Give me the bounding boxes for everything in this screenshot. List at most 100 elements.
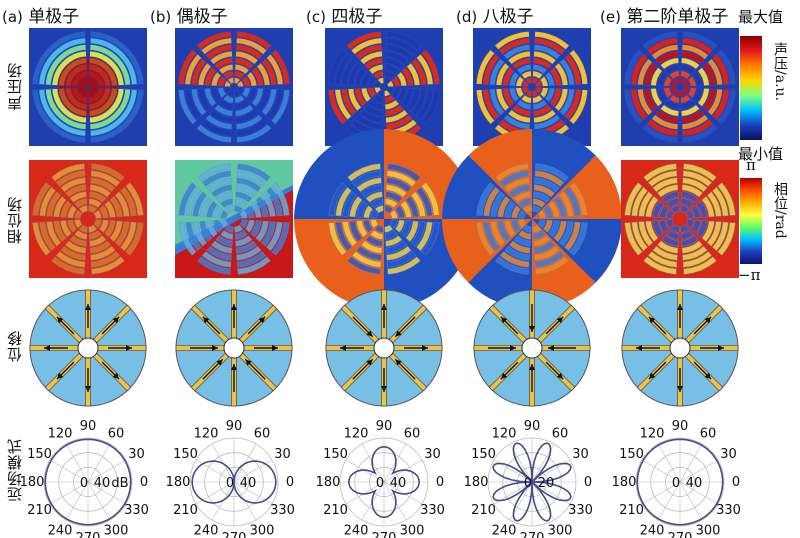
polar-angle-label: 300 [104, 523, 129, 538]
polar-angle-label: 0 [732, 475, 740, 490]
polar-pattern [44, 438, 132, 526]
polar-angle-label: 60 [700, 427, 717, 442]
phase-panel-2 [175, 160, 293, 278]
phase-panel-3 [294, 129, 474, 309]
polar-angle-label: 270 [222, 531, 247, 538]
polar-angle-label: 150 [619, 447, 644, 462]
polar-angle-label: 300 [400, 523, 425, 538]
polar-angle-label: 210 [27, 503, 52, 518]
polar-ring-label: 40 [390, 476, 407, 491]
polar-angle-label: 180 [464, 475, 489, 490]
polar-unit-label: dB [111, 476, 128, 491]
polar-ring-label: 40 [94, 476, 111, 491]
column-label-c: (c) 四极子 [306, 7, 383, 27]
pressure-unit-label: 声压/a.u. [772, 42, 788, 101]
polar-angle-label: 180 [166, 475, 191, 490]
polar-angle-label: 90 [80, 419, 97, 434]
polar-angle-label: 270 [76, 531, 101, 538]
polar-angle-label: 0 [140, 475, 148, 490]
phase-min-label: −π [738, 266, 761, 284]
phase-panel-4 [442, 129, 622, 309]
polar-angle-label: 330 [420, 503, 445, 518]
polar-angle-label: 240 [344, 523, 369, 538]
polar-pattern [492, 442, 572, 522]
polar-angle-label: 330 [124, 503, 149, 518]
pressure-panel-3 [325, 28, 443, 146]
displacement-panel-1 [29, 289, 147, 407]
column-label-d: (d) 八极子 [456, 7, 534, 27]
polar-angle-label: 180 [20, 475, 45, 490]
polar-angle-label: 0 [584, 475, 592, 490]
polar-ring-label: 40 [686, 476, 703, 491]
pressure-min-label: 最小值 [738, 145, 784, 163]
polar-pattern [636, 438, 724, 526]
polar-center-label: 0 [226, 476, 234, 491]
polar-angle-label: 240 [194, 523, 219, 538]
polar-angle-label: 210 [471, 503, 496, 518]
polar-pattern [191, 460, 277, 504]
polar-angle-label: 120 [344, 427, 369, 442]
polar-angle-label: 30 [720, 447, 737, 462]
polar-angle-label: 0 [436, 475, 444, 490]
polar-angle-label: 300 [696, 523, 721, 538]
polar-angle-label: 30 [572, 447, 589, 462]
pressure-panel-2 [175, 28, 293, 146]
column-label-a: (a) 单极子 [2, 7, 80, 27]
polar-angle-label: 90 [672, 419, 689, 434]
polar-angle-label: 90 [376, 419, 393, 434]
polar-angle-label: 180 [612, 475, 637, 490]
polar-angle-label: 30 [128, 447, 145, 462]
polar-angle-label: 120 [48, 427, 73, 442]
polar-angle-label: 150 [27, 447, 52, 462]
polar-angle-label: 90 [226, 419, 243, 434]
polar-angle-label: 180 [316, 475, 341, 490]
polar-angle-label: 60 [552, 427, 569, 442]
polar-ring-label: 40 [240, 476, 257, 491]
displacement-panel-2 [175, 289, 293, 407]
polar-angle-label: 120 [640, 427, 665, 442]
polar-center-label: 0 [524, 476, 532, 491]
polar-center-label: 0 [672, 476, 680, 491]
phase-max-label: π [746, 156, 756, 174]
phase-panel-5 [621, 160, 739, 278]
pressure-max-label: 最大值 [738, 8, 784, 26]
phase-colorbar [740, 178, 762, 264]
polar-center-label: 0 [80, 476, 88, 491]
phase-unit-label: 相位/rad [772, 182, 788, 239]
polar-angle-label: 240 [492, 523, 517, 538]
polar-angle-label: 90 [524, 419, 541, 434]
polar-angle-label: 60 [108, 427, 125, 442]
polar-angle-label: 210 [323, 503, 348, 518]
pressure-colorbar [740, 36, 762, 140]
polar-angle-label: 150 [323, 447, 348, 462]
polar-angle-label: 270 [520, 531, 545, 538]
polar-center-label: 0 [376, 476, 384, 491]
phase-panel-1 [29, 160, 147, 278]
polar-angle-label: 240 [48, 523, 73, 538]
polar-angle-label: 210 [173, 503, 198, 518]
polar-angle-label: 330 [568, 503, 593, 518]
polar-angle-label: 30 [424, 447, 441, 462]
polar-angle-label: 300 [548, 523, 573, 538]
pressure-panel-1 [29, 28, 147, 146]
polar-angle-label: 150 [173, 447, 198, 462]
polar-ring-label: 20 [538, 476, 555, 491]
pressure-panel-5 [621, 28, 739, 146]
displacement-panel-5 [621, 289, 739, 407]
polar-angle-label: 30 [274, 447, 291, 462]
polar-angle-label: 330 [270, 503, 295, 518]
polar-angle-label: 240 [640, 523, 665, 538]
polar-angle-label: 270 [372, 531, 397, 538]
polar-angle-label: 300 [250, 523, 275, 538]
pressure-panel-4 [473, 28, 591, 146]
polar-angle-label: 60 [404, 427, 421, 442]
polar-angle-label: 150 [471, 447, 496, 462]
polar-angle-label: 210 [619, 503, 644, 518]
polar-angle-label: 330 [716, 503, 741, 518]
